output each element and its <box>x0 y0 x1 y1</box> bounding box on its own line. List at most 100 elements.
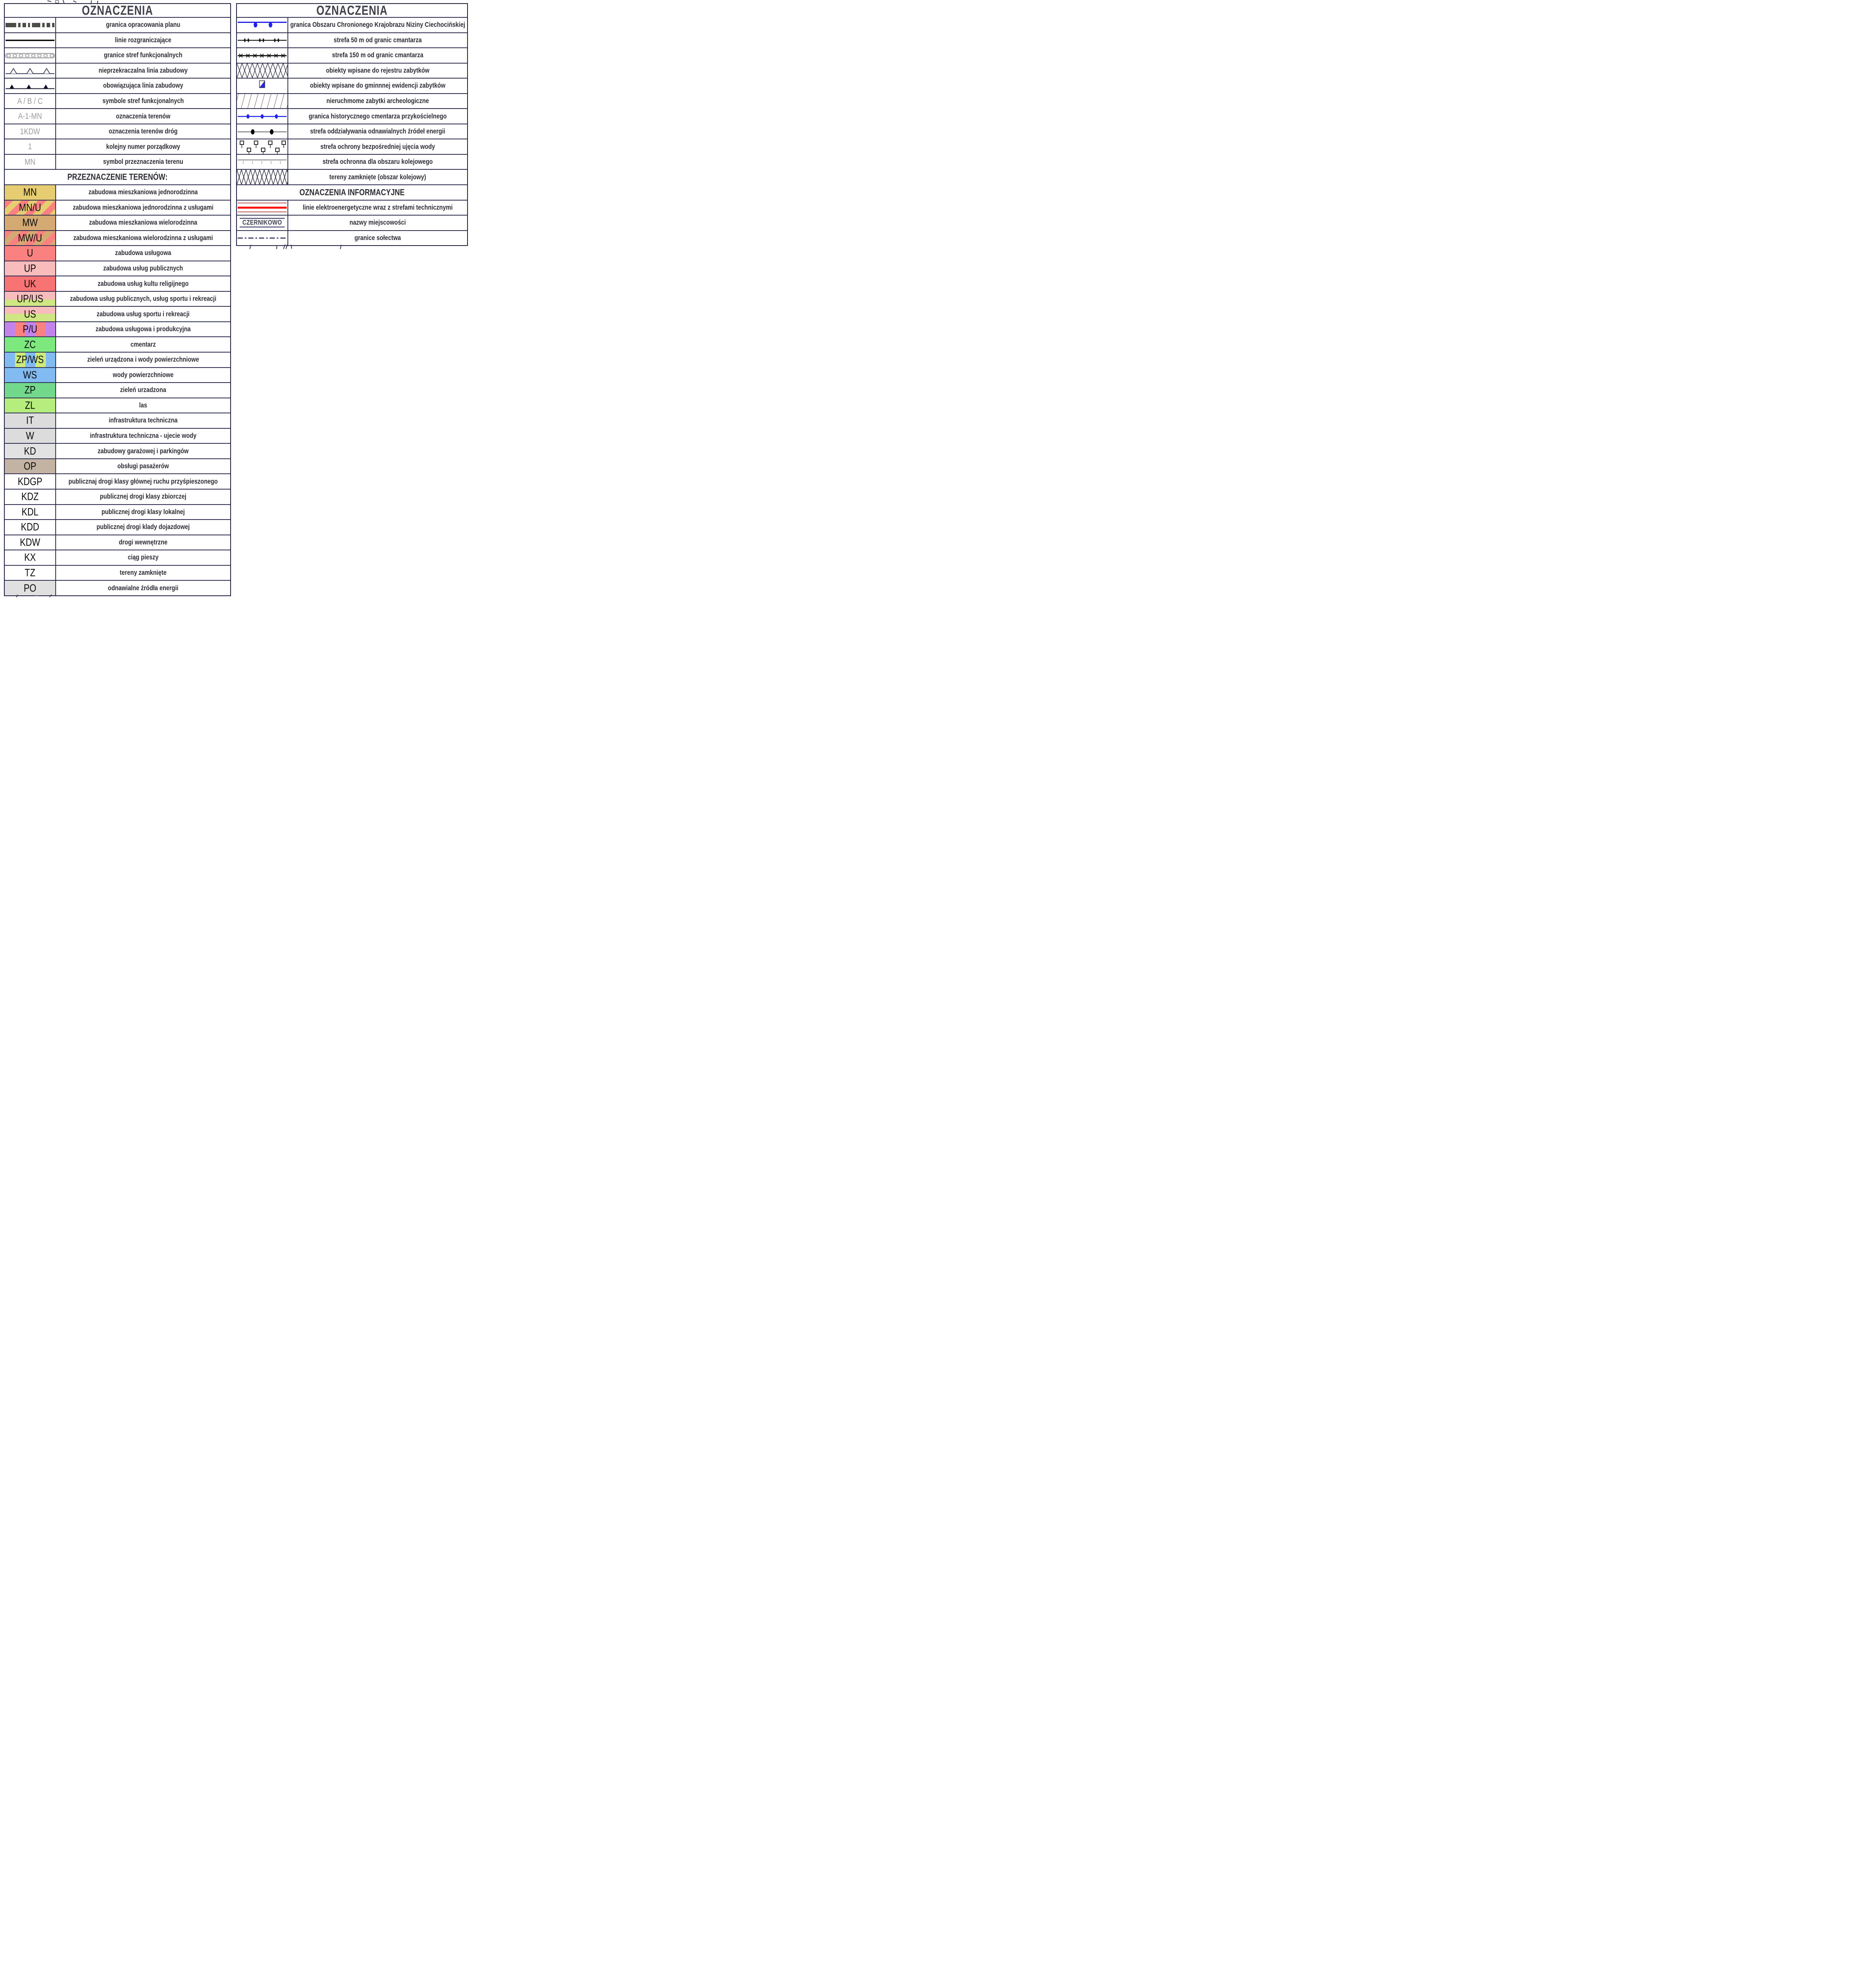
land-use-code: KDD <box>21 521 39 533</box>
legend-row: MN zabudowa mieszkaniowa jednorodzinna <box>5 184 230 200</box>
symbol-cell <box>237 18 288 32</box>
legend-label: las <box>139 402 147 409</box>
legend-row: KDL publicznej drogi klasy lokalnej <box>5 504 230 520</box>
legend-label: linie elektroenergetyczne wraz z strefam… <box>302 204 453 212</box>
legend-subheader-text: OZNACZENIA INFORMACYJNE <box>299 187 405 197</box>
legend-label: strefa oddziaływania odnawialnych źródeł… <box>310 128 445 135</box>
land-use-swatch: MW <box>5 216 56 230</box>
legend-row: UK zabudowa usług kultu religijnego <box>5 276 230 291</box>
legend-row: MW/U zabudowa mieszkaniowa wielorodzinna … <box>5 230 230 246</box>
legend-label: zabudowa usług publicznych <box>103 265 183 272</box>
legend-label: granica historycznego cmentarza przykośc… <box>308 112 447 120</box>
legend-label: granica opracowania planu <box>106 21 180 29</box>
label-cell: infrastruktura techniczna - ujecie wody <box>56 429 230 443</box>
legend-label: oznaczenia terenów <box>116 112 171 120</box>
legend-row: obowiązująca linia zabudowy <box>5 78 230 93</box>
land-use-swatch: WS <box>5 368 56 383</box>
legend-row: CZERNIKOWO nazwy miejscowości <box>237 215 467 230</box>
label-cell: zabudowa mieszkaniowa jednorodzinna <box>56 185 230 200</box>
symbol-cell <box>237 154 288 169</box>
label-cell: nieruchmome zabytki archeologiczne <box>288 94 467 109</box>
symbol-cell: 1 <box>5 139 56 154</box>
land-use-code: ZL <box>25 399 35 411</box>
label-cell: zieleń urzadzona <box>56 383 230 398</box>
land-use-swatch: P/U <box>5 322 56 337</box>
legend-title: OZNACZENIA <box>82 2 153 18</box>
label-cell: tereny zamknięte (obszar kolejowy) <box>288 170 467 184</box>
legend-row: KDD publicznej drogi klady dojazdowej <box>5 519 230 535</box>
land-use-code: KDZ <box>21 490 39 503</box>
symbol-cell <box>5 79 56 93</box>
symbol-cell <box>237 109 288 124</box>
label-cell: zabudowa usług kultu religijnego <box>56 276 230 291</box>
legend-label: strefa ochrony bezpośredniej ujęcia wody <box>320 143 435 151</box>
land-use-swatch: W <box>5 428 56 443</box>
zone-code-symbol: 1KDW <box>20 126 40 136</box>
legend-label: tereny zamknięte <box>120 569 167 577</box>
label-cell: publicznej drogi klady dojazdowej <box>56 520 230 535</box>
label-cell: strefa ochronna dla obszaru kolejowego <box>288 155 467 169</box>
map-fragment <box>47 0 52 2</box>
legend-label: zabudowa usługowa <box>115 249 171 257</box>
legend-subheader: OZNACZENIA INFORMACYJNE <box>237 184 467 200</box>
land-use-swatch: MW/U <box>5 231 56 246</box>
label-cell: strefa ochrony bezpośredniej ujęcia wody <box>288 139 467 154</box>
land-use-code: P/U <box>23 323 38 335</box>
label-cell: zabudowa usług publicznych <box>56 261 230 276</box>
label-cell: strefa oddziaływania odnawialnych źródeł… <box>288 124 467 139</box>
legend-label: obiekty wpisane do gminnnej ewidencji za… <box>310 82 446 90</box>
land-use-swatch: TZ <box>5 565 56 580</box>
legend-row: strefa 150 m od granic cmantarza <box>237 47 467 63</box>
legend-row: granice stref funkcjonalnych <box>5 47 230 63</box>
legend-label: infrastruktura techniczna - ujecie wody <box>90 432 197 440</box>
land-use-code: U <box>27 247 33 259</box>
legend-row: ZP zieleń urzadzona <box>5 382 230 398</box>
label-cell: linie elektroenergetyczne wraz z strefam… <box>288 201 467 215</box>
label-cell: granice stref funkcjonalnych <box>56 48 230 63</box>
label-cell: granica historycznego cmentarza przykośc… <box>288 109 467 124</box>
land-use-swatch: KDL <box>5 505 56 520</box>
zone-code-symbol: A-1-MN <box>18 111 42 121</box>
legend-label: strefa 50 m od granic cmantarza <box>333 36 422 44</box>
land-use-code: ZC <box>24 338 36 351</box>
legend-row: KDZ publicznej drogi klasy zbiorczej <box>5 488 230 504</box>
label-cell: publicznej drogi klasy zbiorczej <box>56 490 230 504</box>
legend-label: zabudowa usług publicznych, usług sportu… <box>70 295 216 303</box>
zone-code-symbol: 1 <box>28 141 32 152</box>
symbol-cell <box>237 79 288 93</box>
legend-label: obiekty wpisane do rejestru zabytków <box>326 67 430 75</box>
legend-row: KDW drogi wewnętrzne <box>5 534 230 550</box>
legend-label: nieruchmome zabytki archeologiczne <box>326 97 429 105</box>
legend-label: obsługi pasażerów <box>117 462 169 470</box>
circle-band-icon <box>5 53 55 58</box>
land-use-code: KX <box>24 551 36 564</box>
land-use-code: IT <box>26 414 34 427</box>
land-use-code: KD <box>24 445 36 457</box>
label-cell: nazwy miejscowości <box>288 216 467 230</box>
label-cell: oznaczenia terenów dróg <box>56 124 230 139</box>
legend-label: zabudowa usług kultu religijnego <box>98 280 189 288</box>
land-use-swatch: U <box>5 246 56 261</box>
label-cell: kolejny numer porządkowy <box>56 139 230 154</box>
label-cell: strefa 150 m od granic cmantarza <box>288 48 467 63</box>
legend-rows-left: granica opracowania planu linie rozgranic… <box>5 17 230 595</box>
legend-label: drogi wewnętrzne <box>118 539 168 546</box>
land-use-swatch: KDD <box>5 520 56 535</box>
symbol-cell <box>237 48 288 63</box>
map-fragment <box>55 0 59 3</box>
label-cell: linie rozgraniczające <box>56 33 230 48</box>
legend-row: KD zabudowy garażowej i parkingów <box>5 443 230 458</box>
label-cell: nieprzekraczalna linia zabudowy <box>56 64 230 78</box>
label-cell: obiekty wpisane do gminnnej ewidencji za… <box>288 79 467 93</box>
land-use-code: MW <box>22 216 38 229</box>
land-use-swatch: ZL <box>5 398 56 413</box>
land-use-code: MW/U <box>18 232 42 244</box>
symbol-cell: 1KDW <box>5 124 56 139</box>
legend-row: linie rozgraniczające <box>5 32 230 48</box>
legend-label: publicznej drogi klasy lokalnej <box>101 508 185 516</box>
legend-label: infrastruktura techniczna <box>109 417 178 425</box>
map-fragment <box>73 0 77 3</box>
land-use-code: W <box>26 430 34 442</box>
symbol-cell: MN <box>5 154 56 169</box>
legend-table-left: OZNACZENIA granica opracowania planu lini… <box>4 2 231 596</box>
